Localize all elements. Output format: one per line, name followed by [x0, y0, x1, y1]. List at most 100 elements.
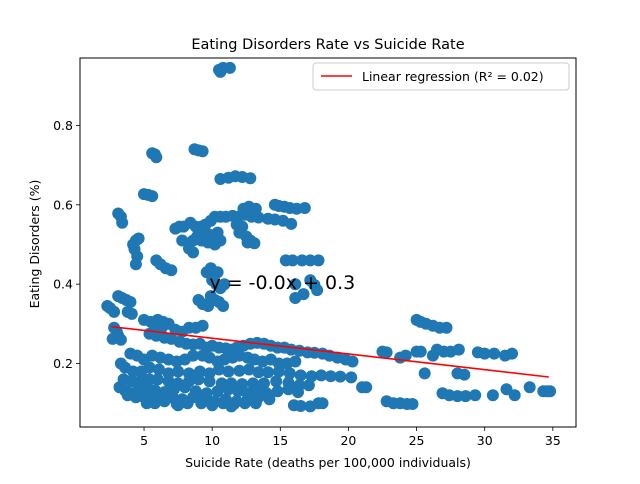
data-point	[380, 346, 393, 359]
data-point	[148, 397, 161, 410]
x-tick-label: 30	[477, 433, 493, 448]
data-point	[172, 399, 185, 412]
points-layer	[101, 61, 557, 413]
data-point	[298, 202, 311, 214]
data-point	[544, 385, 557, 398]
data-point	[486, 389, 499, 402]
plot-frame	[79, 57, 577, 428]
data-point	[500, 383, 513, 396]
data-point	[172, 365, 185, 378]
data-point	[304, 254, 317, 267]
x-tick-label: 35	[545, 433, 561, 448]
data-point	[346, 355, 359, 368]
data-point	[296, 254, 309, 267]
data-point	[262, 366, 274, 379]
data-point	[478, 347, 491, 360]
data-point	[124, 296, 137, 308]
data-point	[158, 395, 171, 408]
data-point	[222, 383, 235, 396]
data-point	[195, 234, 208, 247]
data-point	[203, 375, 216, 388]
data-point	[176, 234, 189, 247]
data-point	[114, 333, 127, 346]
data-point	[202, 300, 215, 312]
data-point	[283, 367, 296, 380]
data-point	[233, 364, 246, 377]
data-point	[523, 381, 536, 394]
data-point	[132, 232, 145, 245]
y-tick-label: 0.6	[53, 197, 73, 212]
data-point	[315, 369, 328, 382]
data-point	[108, 305, 121, 318]
y-axis-ticks: 0.2 0.4 0.6 0.8	[53, 118, 80, 371]
data-point	[244, 172, 257, 185]
data-point	[150, 151, 163, 164]
data-point	[232, 385, 245, 398]
y-tick-label: 0.4	[53, 277, 73, 292]
data-point	[116, 216, 129, 229]
data-point	[311, 284, 324, 297]
data-point	[196, 145, 209, 158]
data-point	[206, 399, 219, 412]
data-point	[270, 375, 283, 388]
data-point	[294, 369, 307, 382]
data-point	[289, 278, 302, 291]
data-point	[324, 370, 337, 383]
data-point	[272, 365, 285, 378]
data-point	[243, 363, 255, 376]
data-point	[282, 383, 295, 396]
data-point	[399, 349, 412, 362]
data-point	[263, 393, 276, 406]
data-point	[360, 381, 373, 394]
data-point	[129, 258, 142, 271]
data-point	[312, 254, 325, 267]
data-point	[181, 397, 194, 410]
regression-equation-annotation: y = -0.0x + 0.3	[209, 272, 355, 294]
data-point	[238, 397, 251, 410]
data-point	[271, 385, 284, 398]
data-point	[165, 264, 178, 277]
regression-layer	[111, 325, 549, 378]
data-point	[187, 349, 200, 362]
data-point	[459, 390, 472, 403]
data-point	[143, 361, 156, 374]
x-tick-label: 5	[140, 433, 148, 448]
data-point	[214, 234, 227, 247]
data-point	[211, 385, 224, 398]
data-point	[127, 365, 140, 378]
y-axis-label: Eating Disorders (%)	[27, 180, 42, 309]
data-point	[508, 389, 521, 402]
x-tick-label: 10	[204, 433, 220, 448]
data-point	[469, 389, 482, 402]
data-point	[252, 211, 265, 224]
data-point	[305, 370, 318, 383]
data-point	[214, 65, 227, 78]
data-point	[292, 386, 304, 399]
data-point	[248, 237, 261, 250]
data-point	[452, 343, 465, 356]
data-point	[286, 254, 299, 267]
data-point	[258, 377, 270, 390]
data-point	[289, 355, 302, 368]
data-point	[125, 307, 138, 320]
data-point	[146, 190, 159, 203]
data-point	[223, 61, 236, 74]
data-point	[192, 373, 205, 386]
data-point	[302, 379, 315, 392]
legend-box	[312, 62, 570, 91]
data-point	[406, 398, 419, 410]
data-point	[125, 375, 138, 388]
data-point	[213, 363, 225, 376]
x-tick-label: 15	[272, 433, 288, 448]
data-point	[316, 397, 329, 410]
x-axis-label: Suicide Rate (deaths per 100,000 individ…	[185, 455, 471, 470]
x-tick-label: 20	[340, 433, 356, 448]
data-point	[285, 217, 298, 230]
data-point	[458, 368, 471, 381]
data-point	[218, 278, 231, 291]
data-point	[418, 367, 431, 380]
data-point	[249, 397, 262, 410]
data-point	[426, 349, 439, 362]
data-point	[178, 381, 191, 394]
